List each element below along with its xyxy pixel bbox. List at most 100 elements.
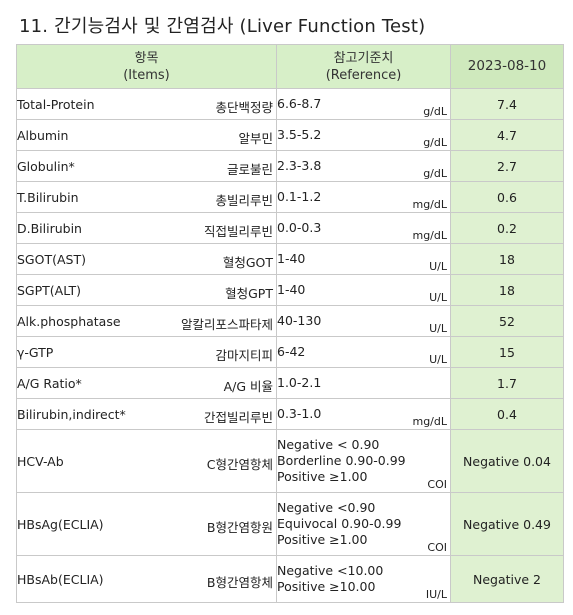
item-name-cell: Alk.phosphatase 알칼리포스파타제 (16, 305, 277, 337)
reference-unit: g/dL (423, 167, 447, 180)
spacer (563, 181, 573, 213)
item-name-en: SGPT(ALT) (17, 282, 81, 298)
reference-cell: 40-130 U/L (276, 305, 451, 337)
spacer (563, 305, 573, 337)
item-name-en: Total-Protein (17, 96, 95, 112)
reference-cell: 6-42 U/L (276, 336, 451, 368)
spacer (563, 555, 573, 603)
reference-range: Negative <10.00 (277, 563, 384, 578)
reference-unit: U/L (429, 260, 447, 273)
reference-unit: IU/L (425, 588, 447, 601)
reference-cell: 6.6-8.7 g/dL (276, 88, 451, 120)
spacer (563, 243, 573, 275)
reference-cell: Negative <0.90 Equivocal 0.90-0.99 Positiv… (276, 492, 451, 556)
item-name-cell: Total-Protein 총단백정량 (16, 88, 277, 120)
spacer (563, 212, 573, 244)
item-name-ko: 감마지티피 (215, 347, 273, 363)
result-value: Negative 0.49 (450, 492, 564, 556)
reference-unit: COI (427, 478, 447, 491)
reference-cell: 2.3-3.8 g/dL (276, 150, 451, 182)
reference-range: 0.1-1.2 (277, 189, 322, 204)
item-name-ko: 알칼리포스파타제 (180, 316, 273, 332)
result-value: 1.7 (450, 367, 564, 399)
item-name-cell: T.Bilirubin 총빌리루빈 (16, 181, 277, 213)
item-name-en: HCV-Ab (17, 453, 64, 469)
item-name-ko: B형간염항체 (206, 574, 273, 590)
reference-range: Positive ≥10.00 (277, 579, 376, 594)
item-name-cell: HCV-Ab C형간염항체 (16, 429, 277, 493)
reference-range: 6-42 (277, 344, 306, 359)
item-name-en: HBsAb(ECLIA) (17, 571, 104, 587)
spacer (563, 44, 573, 89)
item-name-en: Albumin (17, 127, 69, 143)
reference-range: Positive ≥1.00 (277, 469, 368, 484)
date-header: 2023-08-10 (450, 44, 564, 89)
item-name-ko: A/G 비율 (223, 378, 273, 394)
table-row: HBsAg(ECLIA) B형간염항원 Negative <0.90 Equivoca… (16, 492, 573, 556)
reference-cell: 1-40 U/L (276, 243, 451, 275)
table-row: SGOT(AST) 혈청GOT 1-40 U/L 18 (16, 243, 573, 275)
spacer (563, 429, 573, 493)
reference-header-ko: 참고기준치 (333, 50, 394, 66)
item-name-cell: Bilirubin,indirect* 간접빌리루빈 (16, 398, 277, 430)
reference-cell: 0.3-1.0 mg/dL (276, 398, 451, 430)
liver-function-table: 항목 (Items) 참고기준치 (Reference) 2023-08-10 … (16, 44, 573, 603)
reference-header-en: (Reference) (325, 67, 402, 83)
spacer (563, 119, 573, 151)
spacer (563, 88, 573, 120)
result-value: 0.6 (450, 181, 564, 213)
reference-unit: U/L (429, 353, 447, 366)
result-value: 0.2 (450, 212, 564, 244)
result-value: 15 (450, 336, 564, 368)
item-name-ko: 알부민 (238, 130, 273, 146)
result-value: 0.4 (450, 398, 564, 430)
spacer (563, 367, 573, 399)
table-row: Albumin 알부민 3.5-5.2 g/dL 4.7 (16, 119, 573, 151)
reference-range: 0.0-0.3 (277, 220, 322, 235)
reference-range: 3.5-5.2 (277, 127, 322, 142)
items-header-en: (Items) (123, 67, 170, 83)
result-value: 2.7 (450, 150, 564, 182)
item-name-ko: 직접빌리루빈 (203, 223, 273, 239)
reference-range: 6.6-8.7 (277, 96, 322, 111)
reference-range: Negative <0.90 (277, 500, 376, 515)
item-name-en: γ-GTP (17, 344, 54, 360)
item-name-cell: SGPT(ALT) 혈청GPT (16, 274, 277, 306)
table-row: Globulin* 글로불린 2.3-3.8 g/dL 2.7 (16, 150, 573, 182)
result-value: 4.7 (450, 119, 564, 151)
items-header-ko: 항목 (134, 50, 159, 66)
item-name-cell: A/G Ratio* A/G 비율 (16, 367, 277, 399)
reference-range: Equivocal 0.90-0.99 (277, 516, 402, 531)
item-name-cell: D.Bilirubin 직접빌리루빈 (16, 212, 277, 244)
spacer (563, 274, 573, 306)
reference-unit: mg/dL (412, 415, 447, 428)
result-value: Negative 2 (450, 555, 564, 603)
item-name-cell: SGOT(AST) 혈청GOT (16, 243, 277, 275)
reference-cell: 0.0-0.3 mg/dL (276, 212, 451, 244)
reference-range: Negative < 0.90 (277, 437, 380, 452)
table-row: Total-Protein 총단백정량 6.6-8.7 g/dL 7.4 (16, 88, 573, 120)
table-row: Bilirubin,indirect* 간접빌리루빈 0.3-1.0 mg/dL 0.4 (16, 398, 573, 430)
item-name-cell: HBsAg(ECLIA) B형간염항원 (16, 492, 277, 556)
reference-unit: mg/dL (412, 229, 447, 242)
result-value: 18 (450, 243, 564, 275)
item-name-cell: HBsAb(ECLIA) B형간염항체 (16, 555, 277, 603)
item-name-en: T.Bilirubin (17, 189, 79, 205)
item-name-en: Bilirubin,indirect* (17, 406, 126, 422)
item-name-en: D.Bilirubin (17, 220, 82, 236)
reference-range: 1-40 (277, 282, 306, 297)
reference-cell: 0.1-1.2 mg/dL (276, 181, 451, 213)
item-name-en: A/G Ratio* (17, 375, 82, 391)
reference-cell: Negative <10.00 Positive ≥10.00 IU/L (276, 555, 451, 603)
table-row: HCV-Ab C형간염항체 Negative < 0.90 Borderline 0.… (16, 429, 573, 493)
items-header: 항목 (Items) (16, 44, 277, 89)
result-value: 7.4 (450, 88, 564, 120)
reference-unit: g/dL (423, 105, 447, 118)
item-name-cell: Albumin 알부민 (16, 119, 277, 151)
reference-range: 2.3-3.8 (277, 158, 322, 173)
table-row: D.Bilirubin 직접빌리루빈 0.0-0.3 mg/dL 0.2 (16, 212, 573, 244)
item-name-ko: 총단백정량 (215, 99, 273, 115)
item-name-ko: 간접빌리루빈 (203, 409, 273, 425)
item-name-ko: B형간염항원 (206, 519, 273, 535)
spacer (563, 492, 573, 556)
